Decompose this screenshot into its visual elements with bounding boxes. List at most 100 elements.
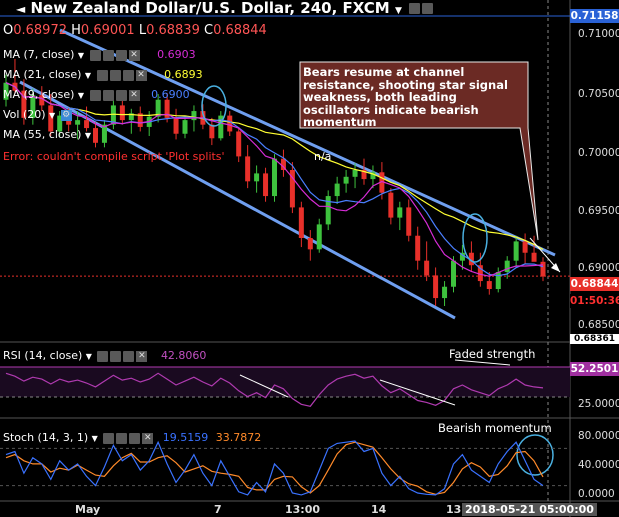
stoch-annotation: Bearish momentum: [438, 421, 552, 435]
candle-body: [289, 170, 295, 208]
close-icon[interactable]: ✕: [128, 89, 140, 101]
visibility-icon[interactable]: [110, 350, 122, 362]
symbol-title-row[interactable]: ◄ New Zealand Dollar/U.S. Dollar, 240, F…: [16, 1, 434, 18]
candle-body: [137, 113, 143, 127]
settings-icon[interactable]: [89, 49, 101, 61]
stoch-k-line: [5, 440, 544, 496]
candle-body: [495, 272, 501, 289]
stoch-tick: 40.0000: [578, 459, 619, 471]
rsi-arrow: [239, 374, 289, 398]
visibility-icon[interactable]: [102, 89, 114, 101]
settings-icon[interactable]: [103, 432, 115, 444]
settings-icon[interactable]: [89, 89, 101, 101]
candle-body: [316, 224, 322, 250]
price-tick: 0.69000: [578, 262, 619, 274]
candle-body: [442, 286, 448, 299]
ma9-line: [5, 82, 544, 277]
rsi-tick: 25.0000: [578, 398, 619, 410]
indicator-ma55[interactable]: MA (55, close) ▼: [3, 128, 91, 142]
candle-body: [173, 117, 179, 134]
settings-icon[interactable]: [409, 3, 421, 14]
arrow-head: [551, 263, 560, 272]
rsi-arrow: [379, 379, 456, 406]
time-label: 14: [371, 503, 387, 516]
close-label: C: [203, 23, 214, 38]
indicator-ma7[interactable]: MA (7, close) ▼ ✕ 0.6903: [3, 48, 196, 62]
candle-body: [191, 111, 197, 121]
stoch-tick: 0.0000: [578, 488, 615, 500]
more-icon[interactable]: [115, 89, 127, 101]
candle-body: [227, 115, 233, 132]
visibility-icon[interactable]: [109, 69, 121, 81]
price-tick: 0.69500: [578, 205, 619, 217]
settings-icon[interactable]: [97, 350, 109, 362]
high-label: H: [71, 23, 81, 38]
stoch-panel-header[interactable]: Stoch (14, 3, 1) ▼ ✕ 19.5159 33.7872: [3, 431, 261, 445]
ma21-line: [5, 82, 544, 251]
candle-body: [101, 124, 107, 143]
chevron-down-icon[interactable]: ▼: [394, 6, 402, 16]
open-label: O: [3, 23, 14, 38]
more-icon[interactable]: [129, 432, 141, 444]
highlight-ellipse: [201, 85, 227, 127]
candle-body: [361, 170, 367, 180]
candle-body: [209, 124, 215, 139]
ohlc-readout: O0.68972 H0.69001 L0.68839 C0.68844: [3, 24, 267, 37]
indicator-vol[interactable]: Vol (20) ▼ ⚙: [3, 108, 72, 122]
more-icon[interactable]: [115, 49, 127, 61]
indicator-ma9[interactable]: MA (9, close) ▼ ✕ 0.6900: [3, 88, 190, 102]
ma21-value: 0.6893: [164, 68, 203, 81]
candle-body: [504, 260, 510, 272]
stoch-d-line: [5, 441, 544, 495]
close-value: 0.68844: [213, 23, 267, 38]
time-label: May: [75, 503, 101, 516]
settings-icon[interactable]: [96, 69, 108, 81]
more-icon[interactable]: [122, 69, 134, 81]
ma7-value: 0.6903: [157, 48, 196, 61]
indicator-ma21[interactable]: MA (21, close) ▼ ✕ 0.6893: [3, 68, 203, 82]
time-label: 13:: [446, 503, 466, 516]
candle-body: [433, 275, 439, 299]
price-tick: 0.68500: [578, 319, 619, 331]
candle-body: [280, 158, 286, 170]
highlight-ellipse: [462, 213, 488, 263]
rsi-value: 42.8060: [160, 349, 207, 362]
collapse-icon[interactable]: ◄: [16, 2, 26, 16]
chevron-down-icon[interactable]: ▼: [85, 352, 92, 361]
ma9-value: 0.6900: [151, 88, 190, 101]
chevron-down-icon[interactable]: ▼: [84, 131, 92, 140]
stoch-k-value: 19.5159: [162, 431, 209, 444]
candle-body: [468, 252, 474, 266]
candle-body: [334, 183, 340, 197]
more-icon[interactable]: [123, 350, 135, 362]
rsi-label: RSI (14, close): [3, 349, 83, 362]
close-icon[interactable]: ✕: [142, 432, 154, 444]
close-icon[interactable]: ✕: [136, 350, 148, 362]
candle-body: [30, 95, 36, 118]
visibility-icon[interactable]: [102, 49, 114, 61]
candle-body: [424, 260, 430, 276]
chevron-down-icon[interactable]: ▼: [49, 111, 56, 120]
chevron-down-icon[interactable]: ▼: [84, 71, 92, 80]
low-label: L: [138, 23, 147, 38]
candle-body: [513, 241, 519, 261]
countdown-tag: 01:50:36: [570, 294, 619, 308]
chevron-down-icon[interactable]: ▼: [77, 51, 85, 60]
settings-icon[interactable]: ⚙: [60, 109, 72, 121]
candle-body: [406, 207, 412, 236]
candle-body: [3, 82, 9, 100]
rsi-panel-header[interactable]: RSI (14, close) ▼ ✕ 42.8060: [3, 349, 206, 363]
visibility-icon[interactable]: [116, 432, 128, 444]
visibility-icon[interactable]: [422, 3, 434, 14]
candle-body: [164, 99, 170, 118]
candle-body: [459, 252, 465, 261]
candle-body: [477, 265, 483, 282]
chevron-down-icon[interactable]: ▼: [91, 434, 98, 443]
candle-body: [128, 113, 134, 121]
chevron-down-icon[interactable]: ▼: [77, 91, 85, 100]
stoch-tick: 80.0000: [578, 430, 619, 442]
close-icon[interactable]: ✕: [135, 69, 147, 81]
close-icon[interactable]: ✕: [128, 49, 140, 61]
candle-body: [93, 128, 98, 143]
